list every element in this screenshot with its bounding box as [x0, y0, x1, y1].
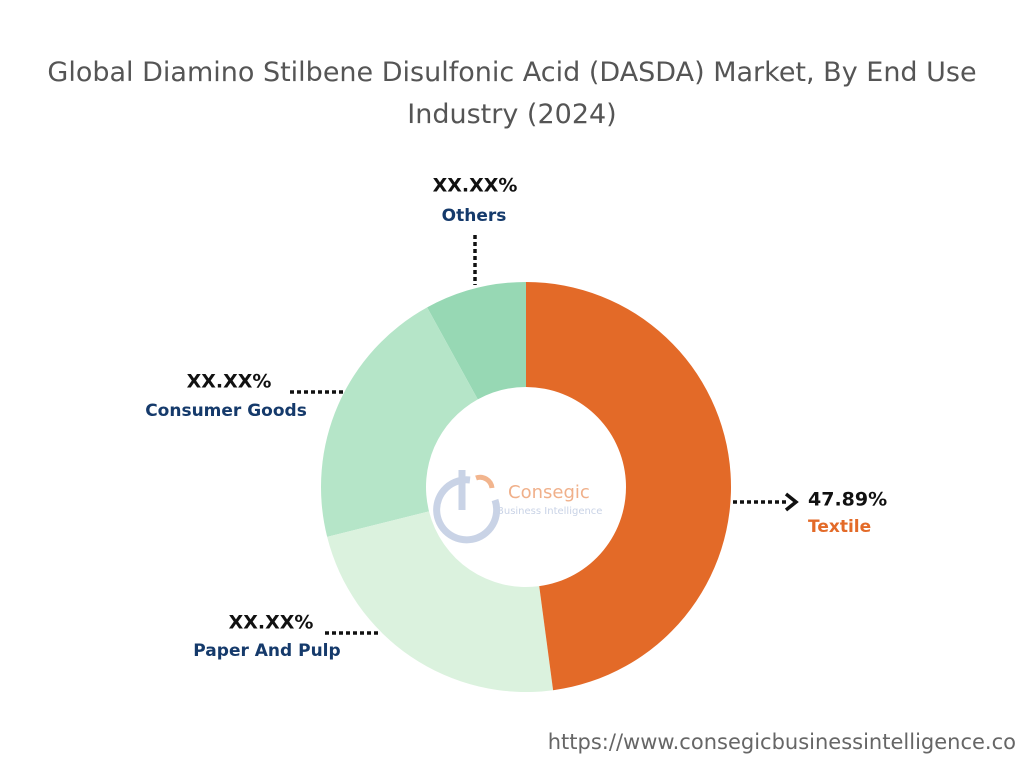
logo-name: Consegic: [508, 482, 590, 503]
category-label: Paper And Pulp: [193, 641, 340, 661]
footer-url: https://www.consegicbusinessintelligence…: [547, 730, 1016, 754]
logo: Consegic Business Intelligence: [433, 470, 602, 544]
donut-slice: [327, 511, 554, 692]
logo-tagline: Business Intelligence: [497, 506, 602, 517]
value-label: XX.XX%: [433, 175, 518, 197]
labels: 47.89% Textile XX.XX% Paper And Pulp XX.XX% C…: [145, 175, 887, 662]
value-label: XX.XX%: [187, 371, 272, 393]
donut-slice: [321, 307, 478, 537]
value-label: 47.89%: [808, 489, 887, 511]
category-label: Textile: [808, 517, 871, 537]
logo-icon: [475, 474, 495, 489]
chart-title: Global Diamino Stilbene Disulfonic Acid …: [47, 57, 977, 130]
donut-slice: [526, 282, 731, 691]
donut-slice: [427, 282, 526, 400]
category-label: Others: [442, 206, 507, 226]
leader-arrow: [784, 492, 799, 512]
logo-icon: [433, 476, 501, 544]
value-label: XX.XX%: [229, 612, 314, 634]
category-label: Consumer Goods: [145, 401, 307, 421]
